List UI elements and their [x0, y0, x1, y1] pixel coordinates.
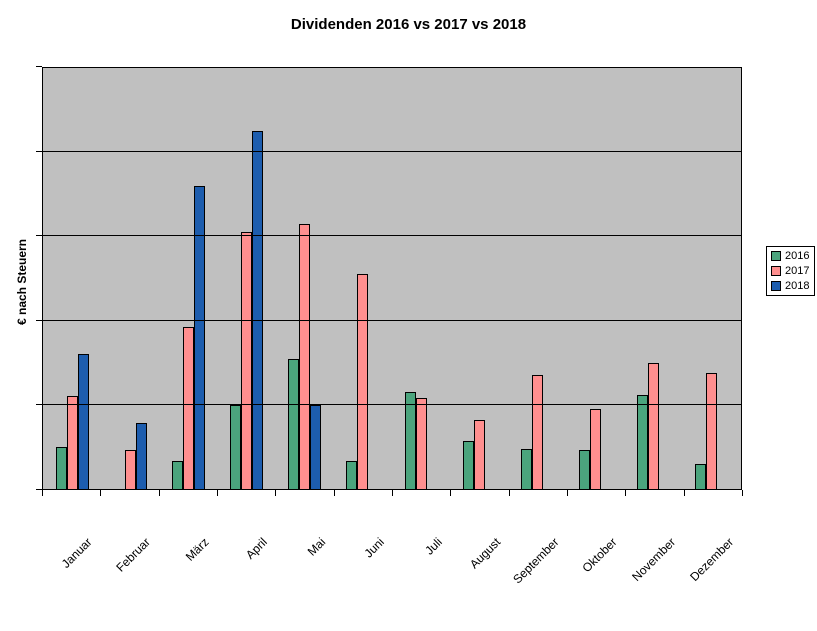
- legend-entry-2017: 2017: [771, 265, 809, 277]
- bar-2017-märz: [182, 327, 194, 489]
- x-axis-label-mai: Mai: [304, 535, 329, 559]
- bar-group-september: [508, 68, 566, 489]
- bar-2016-august: [462, 441, 474, 489]
- bar-group-mai: [276, 68, 334, 489]
- bar-group-juli: [392, 68, 450, 489]
- y-axis-tick: [36, 66, 42, 67]
- bar-2018-mai: [310, 404, 322, 489]
- bar-2017-august: [473, 419, 485, 489]
- x-axis-tick: [275, 490, 277, 496]
- x-axis-label-dezember: Dezember: [687, 535, 737, 585]
- bar-2017-april: [241, 232, 253, 489]
- x-axis-label-august: August: [467, 535, 504, 572]
- legend-label-2016: 2016: [785, 250, 810, 262]
- bar-2016-juni: [346, 461, 358, 489]
- x-axis-tick: [567, 490, 568, 496]
- bar-2016-januar: [55, 446, 67, 489]
- legend-swatch-2016: [771, 251, 781, 261]
- x-axis-tick: [392, 490, 393, 496]
- legend-label-2018: 2018: [785, 280, 810, 292]
- x-axis-label-april: April: [243, 535, 271, 562]
- bar-2016-mai: [288, 358, 300, 489]
- bar-group-märz: [159, 68, 217, 489]
- bar-2017-juli: [415, 398, 427, 489]
- y-axis-tick: [36, 319, 42, 321]
- gridline: [43, 235, 741, 237]
- y-axis-tick: [36, 235, 42, 237]
- bar-group-februar: [101, 68, 159, 489]
- bar-2018-märz: [193, 185, 205, 489]
- y-axis-title: € nach Steuern: [15, 238, 29, 326]
- bar-2016-september: [520, 448, 532, 489]
- bar-2017-november: [648, 362, 660, 489]
- bar-2017-februar: [124, 450, 136, 489]
- legend-entry-2016: 2016: [771, 250, 809, 262]
- x-axis-label-september: September: [510, 535, 562, 587]
- bar-2017-mai: [299, 223, 311, 489]
- x-axis-label-november: November: [629, 535, 679, 585]
- bar-2016-märz: [171, 461, 183, 489]
- bar-group-april: [218, 68, 276, 489]
- x-axis-tick: [217, 490, 218, 496]
- bar-2018-februar: [135, 423, 147, 489]
- bar-2017-dezember: [706, 372, 718, 489]
- gridline: [43, 151, 741, 153]
- x-axis-tick: [508, 490, 510, 496]
- x-axis-tick: [42, 490, 43, 496]
- x-axis-label-juli: Juli: [422, 535, 446, 558]
- bar-2016-april: [230, 404, 242, 489]
- legend-entry-2018: 2018: [771, 280, 809, 292]
- bar-groups: [43, 68, 741, 489]
- y-axis-tick: [36, 489, 42, 490]
- legend-label-2017: 2017: [785, 265, 810, 277]
- x-axis-label-märz: März: [182, 535, 212, 564]
- y-axis-tick: [36, 404, 42, 406]
- x-axis-label-juni: Juni: [361, 535, 387, 561]
- x-axis-tick: [625, 490, 627, 496]
- gridline: [43, 403, 741, 405]
- bar-2017-oktober: [590, 409, 602, 489]
- x-axis-tick: [333, 490, 335, 496]
- bar-group-dezember: [683, 68, 741, 489]
- y-axis-tick: [36, 150, 42, 152]
- bar-group-januar: [43, 68, 101, 489]
- legend-swatch-2017: [771, 266, 781, 276]
- x-axis-tick: [100, 490, 102, 496]
- bar-2018-april: [252, 131, 264, 489]
- x-axis-tick: [450, 490, 452, 496]
- bar-2018-januar: [77, 354, 89, 489]
- bar-group-august: [450, 68, 508, 489]
- bar-2017-juni: [357, 274, 369, 489]
- bar-2016-oktober: [579, 450, 591, 489]
- bar-2016-dezember: [695, 463, 707, 489]
- bar-group-november: [625, 68, 683, 489]
- x-axis-label-januar: Januar: [59, 535, 96, 571]
- bar-2017-september: [531, 375, 543, 489]
- bar-group-juni: [334, 68, 392, 489]
- bar-2016-november: [637, 394, 649, 489]
- bar-2017-januar: [66, 396, 78, 489]
- gridline: [43, 319, 741, 321]
- x-axis-tick: [742, 490, 743, 496]
- bar-group-oktober: [567, 68, 625, 489]
- x-axis-label-februar: Februar: [113, 535, 154, 575]
- x-axis-tick: [683, 490, 685, 496]
- legend-swatch-2018: [771, 281, 781, 291]
- chart-title: Dividenden 2016 vs 2017 vs 2018: [290, 16, 527, 33]
- legend: 2016 2017 2018: [766, 246, 816, 296]
- plot-area: [42, 67, 742, 490]
- x-axis-tick: [158, 490, 160, 496]
- bar-2016-juli: [404, 392, 416, 489]
- x-axis-label-oktober: Oktober: [579, 535, 621, 576]
